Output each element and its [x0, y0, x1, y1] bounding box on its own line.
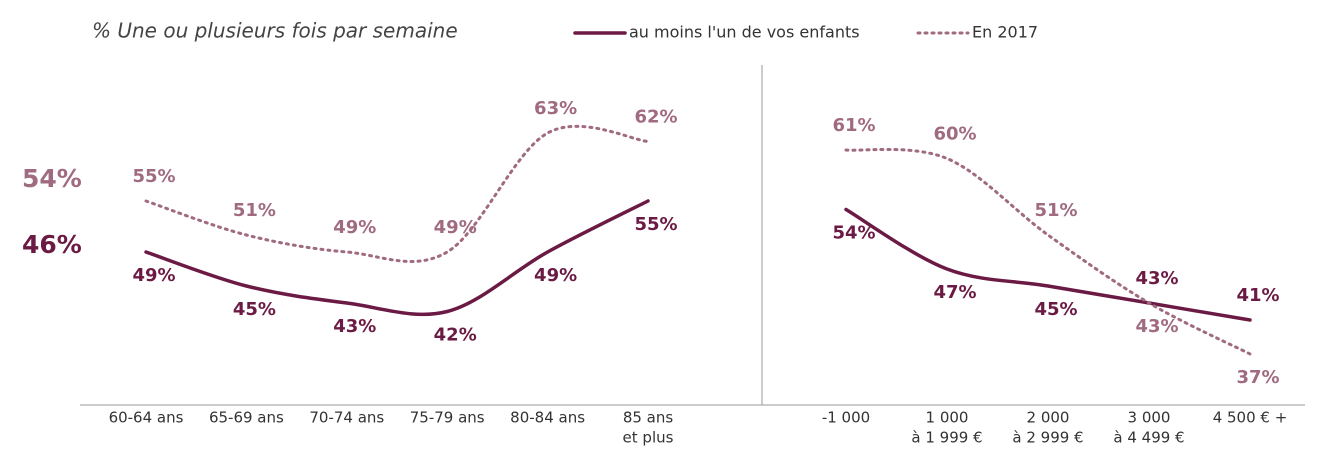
- data-label: 42%: [434, 325, 477, 346]
- x-tick-label: 4 500 € +: [1213, 409, 1288, 427]
- data-label: 60%: [933, 124, 976, 145]
- data-label: 55%: [132, 166, 175, 187]
- legend-label: au moins l'un de vos enfants: [629, 23, 860, 42]
- data-label: 37%: [1236, 367, 1279, 388]
- x-tick-label: 80-84 ans: [510, 409, 585, 427]
- data-label: 47%: [933, 282, 976, 303]
- x-tick-label: 70-74 ans: [309, 409, 384, 427]
- data-label: 43%: [1135, 268, 1178, 289]
- series-line: [844, 207, 1252, 322]
- series-line: [844, 147, 1252, 356]
- x-tick-label: -1 000: [822, 409, 870, 427]
- x-tick-label: à 4 499 €: [1113, 429, 1184, 447]
- data-label: 45%: [233, 299, 276, 320]
- x-tick-label: à 1 999 €: [911, 429, 982, 447]
- data-label: 43%: [333, 316, 376, 337]
- data-label: 41%: [1236, 285, 1279, 306]
- series-line: [144, 199, 650, 317]
- x-tick-label: 60-64 ans: [109, 409, 184, 427]
- data-label: 49%: [534, 265, 577, 286]
- annotation: 46%: [22, 230, 82, 259]
- annotation: 54%: [22, 164, 82, 193]
- data-label: 43%: [1135, 316, 1178, 337]
- data-label: 45%: [1034, 299, 1077, 320]
- x-tick-label: 75-79 ans: [410, 409, 485, 427]
- x-tick-label: 3 000: [1128, 409, 1171, 427]
- series-line: [144, 124, 650, 263]
- data-label: 51%: [233, 200, 276, 221]
- chart-title: % Une ou plusieurs fois par semaine: [92, 19, 458, 43]
- x-tick-label: 65-69 ans: [209, 409, 284, 427]
- x-tick-label: 85 ans: [623, 409, 674, 427]
- data-label: 63%: [534, 98, 577, 119]
- data-label: 54%: [832, 223, 875, 244]
- data-label: 49%: [434, 217, 477, 238]
- x-tick-label: à 2 999 €: [1012, 429, 1083, 447]
- x-tick-label: et plus: [623, 429, 674, 447]
- data-label: 61%: [832, 115, 875, 136]
- data-label: 49%: [132, 265, 175, 286]
- data-label: 62%: [634, 107, 677, 128]
- data-label: 55%: [634, 214, 677, 235]
- data-label: 51%: [1034, 200, 1077, 221]
- x-tick-label: 1 000: [926, 409, 969, 427]
- legend-label: En 2017: [972, 23, 1038, 42]
- x-tick-label: 2 000: [1027, 409, 1070, 427]
- data-label: 49%: [333, 217, 376, 238]
